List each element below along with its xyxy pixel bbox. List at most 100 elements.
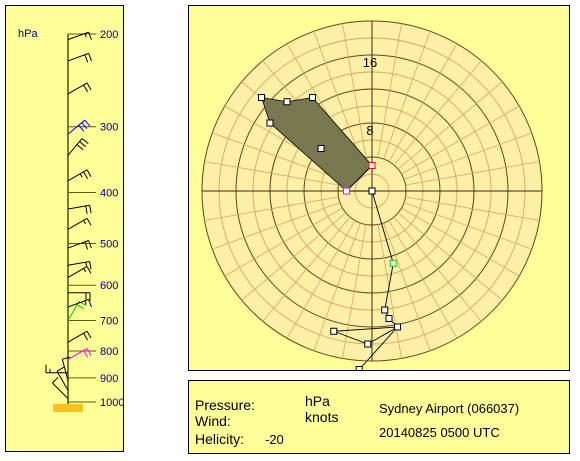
wind-barb-half-flag bbox=[79, 173, 83, 178]
wind-barb-flag bbox=[81, 122, 88, 130]
wind-barb-flag bbox=[88, 53, 92, 62]
hodograph-point bbox=[343, 187, 350, 195]
wind-barb-half-flag bbox=[84, 33, 87, 38]
wind-barb-flag bbox=[84, 119, 91, 127]
pressure-tick-label: 1000 bbox=[100, 397, 124, 409]
hodograph-spoke bbox=[383, 31, 431, 160]
hodograph-point bbox=[258, 94, 265, 101]
wind-barb-flag bbox=[84, 241, 89, 250]
hodograph-spoke bbox=[212, 202, 341, 250]
wind-label: Wind: bbox=[195, 413, 231, 429]
wind-barb-staff bbox=[61, 359, 69, 381]
wind-barb bbox=[61, 356, 71, 381]
wind-barb bbox=[67, 217, 92, 230]
hodograph-spoke bbox=[377, 224, 402, 359]
wind-barb bbox=[56, 366, 69, 391]
pressure-tick-label: 900 bbox=[100, 373, 118, 385]
hodograph-spoke bbox=[401, 207, 520, 277]
wind-barb bbox=[67, 266, 92, 278]
wind-barb-staff bbox=[67, 82, 88, 95]
pressure-tick-label: 700 bbox=[100, 315, 118, 327]
wind-barb bbox=[67, 138, 89, 156]
wind-barb-flag bbox=[83, 84, 89, 93]
wind-barb-flag bbox=[76, 144, 84, 151]
wind-barb-staff bbox=[67, 347, 88, 360]
hodograph-point bbox=[394, 323, 401, 331]
wind-barb-staff bbox=[67, 169, 88, 182]
wind-profile-panel: hPa 200 300 400 500 600 700 800 900 1000 bbox=[5, 5, 124, 452]
wind-barb-staff bbox=[56, 370, 69, 391]
wind-barb-flag bbox=[89, 261, 92, 270]
wind-barb bbox=[68, 292, 91, 301]
wind-barb-half-flag bbox=[83, 268, 87, 273]
wind-barb-staff bbox=[67, 260, 90, 266]
wind-barb-flag bbox=[89, 205, 92, 214]
wind-barb bbox=[67, 240, 92, 250]
hodograph-spoke bbox=[393, 216, 482, 322]
wind-barb-staff bbox=[67, 330, 88, 343]
pressure-tick-label: 600 bbox=[100, 280, 118, 292]
wind-barb-staff bbox=[67, 301, 80, 321]
wind-barb-half-flag bbox=[84, 300, 87, 305]
wind-barb-flag bbox=[86, 218, 92, 226]
hodograph-spoke bbox=[403, 132, 532, 180]
wind-barb-staff bbox=[52, 382, 69, 399]
hodograph-spoke bbox=[212, 132, 341, 180]
wind-barb-flag bbox=[52, 376, 59, 384]
wind-barb-half-flag bbox=[83, 220, 87, 225]
hodograph-spoke bbox=[388, 43, 458, 162]
hodograph-point bbox=[266, 119, 274, 127]
hodograph-spoke bbox=[342, 23, 367, 158]
wind-barb-flag bbox=[56, 366, 65, 372]
hodograph-point bbox=[355, 366, 363, 373]
wind-barb bbox=[45, 364, 68, 374]
wind-barb-staff bbox=[67, 266, 88, 278]
wind-barb-flag bbox=[78, 124, 85, 132]
hodograph-spoke bbox=[204, 161, 339, 186]
surface-bar bbox=[53, 404, 83, 412]
wind-barb bbox=[52, 376, 69, 399]
pressure-tick-label: 500 bbox=[100, 239, 118, 251]
hodograph-spoke bbox=[224, 207, 343, 277]
wind-barb-flag bbox=[83, 332, 89, 341]
info-panel: Pressure: hPa Wind: knots Helicity: -20 … bbox=[188, 380, 570, 454]
hodograph-spoke bbox=[204, 196, 339, 221]
wind-barb bbox=[67, 31, 92, 41]
hodograph-point bbox=[364, 340, 372, 348]
hodograph-point bbox=[368, 162, 376, 169]
wind-barb-flag bbox=[79, 141, 87, 148]
hodograph-spoke bbox=[393, 60, 482, 166]
hodograph-spoke bbox=[262, 216, 351, 322]
hodograph-point bbox=[309, 94, 316, 101]
wind-barb-flag bbox=[86, 82, 92, 91]
hodograph-point bbox=[381, 306, 389, 314]
hodograph-point bbox=[368, 187, 376, 195]
hodograph-spoke bbox=[401, 105, 520, 175]
wind-barb-flag bbox=[88, 240, 92, 249]
wind-barb-staff bbox=[67, 217, 88, 230]
wind-barb-flag bbox=[86, 330, 92, 339]
pressure-unit: hPa bbox=[305, 393, 330, 409]
hodograph-spoke bbox=[286, 220, 356, 339]
hodograph-panel: 16 8 bbox=[188, 5, 580, 420]
hodograph-point bbox=[283, 98, 291, 106]
wind-barb-half-flag bbox=[85, 262, 87, 267]
wind-barb-flag bbox=[83, 171, 89, 179]
wind-barb-flag bbox=[86, 348, 92, 356]
wind-barb-flag bbox=[86, 169, 92, 177]
wind-barb-flag bbox=[83, 350, 89, 358]
ring-label: 16 bbox=[363, 55, 377, 70]
helicity-label: Helicity: bbox=[195, 431, 245, 447]
hodograph-spoke bbox=[388, 220, 458, 339]
wind-barb bbox=[67, 119, 91, 135]
hodograph-spoke bbox=[241, 212, 347, 301]
hodograph-spoke bbox=[383, 222, 431, 351]
pressure-tick-label: 800 bbox=[100, 346, 118, 358]
pressure-label: Pressure: bbox=[195, 397, 255, 413]
wind-barb-flag bbox=[85, 205, 88, 214]
hodograph-point bbox=[330, 327, 338, 335]
wind-barb-flag bbox=[88, 299, 92, 308]
hodograph-spoke bbox=[377, 23, 402, 158]
wind-barb bbox=[67, 204, 92, 214]
hodograph-spoke bbox=[405, 196, 540, 221]
